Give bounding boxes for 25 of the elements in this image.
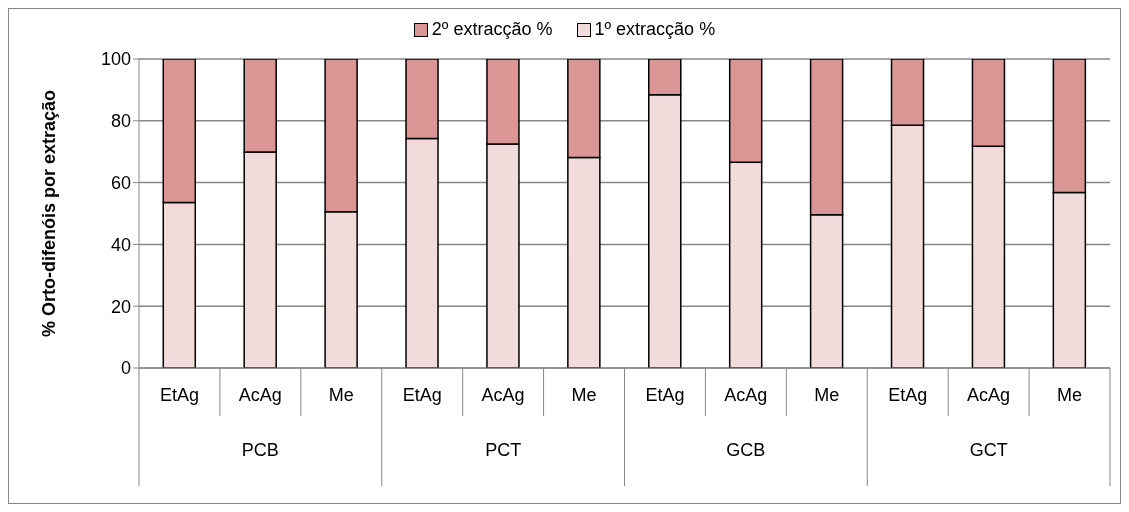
text: GCT bbox=[969, 440, 1008, 460]
y-tick-label: 40 bbox=[110, 234, 131, 255]
x-tick-label: EtAg bbox=[888, 385, 928, 405]
y-axis-title: % Orto-difenóis por extração bbox=[39, 89, 60, 338]
y-tick-label: 80 bbox=[110, 111, 131, 132]
x-tick-label: Me bbox=[328, 385, 354, 405]
text: PCT bbox=[485, 440, 522, 460]
x-tick-label: AcAg bbox=[967, 385, 1011, 405]
text: PCB bbox=[241, 440, 279, 460]
x-tick-label: AcAg bbox=[724, 385, 768, 405]
x-tick-label: AcAg bbox=[481, 385, 525, 405]
x-tick-label: EtAg bbox=[159, 385, 199, 405]
y-tick-label: 60 bbox=[110, 172, 131, 193]
x-tick-label: EtAg bbox=[645, 385, 685, 405]
x-tick-label: Me bbox=[571, 385, 597, 405]
x-tick-label: Me bbox=[814, 385, 840, 405]
y-tick-label: 20 bbox=[110, 296, 131, 317]
legend-label: 1º extracção % bbox=[594, 19, 716, 40]
x-tick-label: Me bbox=[1057, 385, 1083, 405]
text: GCB bbox=[726, 440, 766, 460]
y-tick-label: 100 bbox=[100, 49, 131, 70]
legend-label: 2º extracção % bbox=[431, 19, 553, 40]
x-tick-label: AcAg bbox=[238, 385, 282, 405]
y-tick-label: 0 bbox=[120, 358, 131, 379]
x-tick-label: EtAg bbox=[402, 385, 442, 405]
